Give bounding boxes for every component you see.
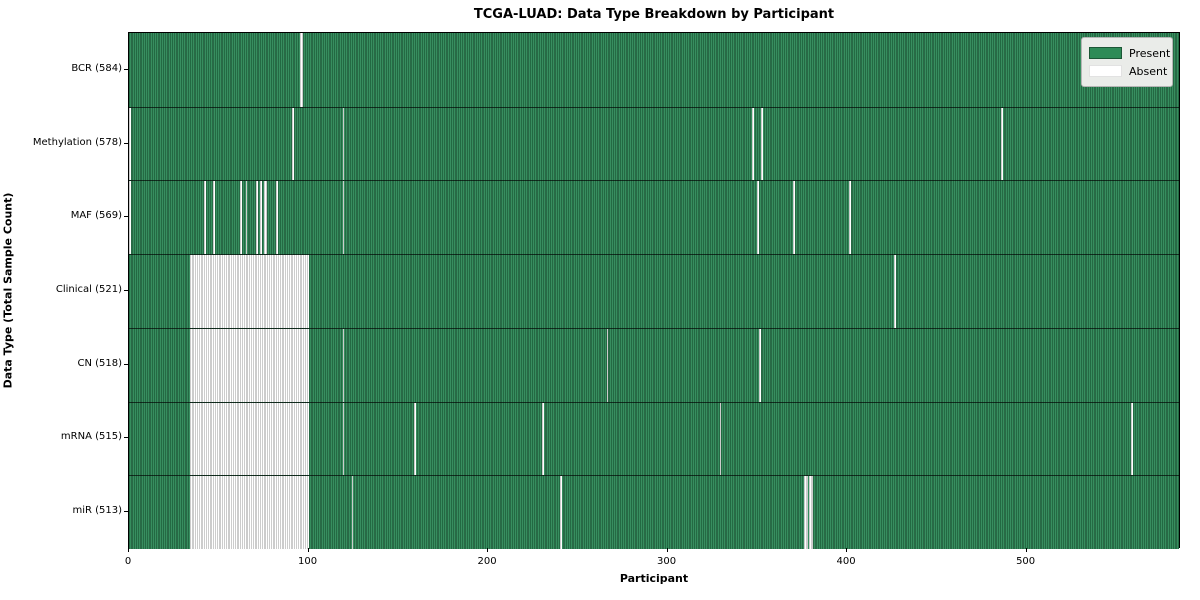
absent-swatch-icon bbox=[1089, 65, 1122, 77]
data-row-cn bbox=[129, 327, 1179, 402]
x-tick-label: 0 bbox=[124, 556, 132, 567]
absent-stripe bbox=[190, 402, 309, 476]
x-tick-mark bbox=[307, 548, 309, 552]
y-tick-label: BCR (584) bbox=[71, 62, 122, 74]
absent-stripe bbox=[245, 181, 248, 255]
absent-stripe bbox=[190, 476, 309, 549]
absent-stripe bbox=[292, 107, 295, 181]
x-tick-mark bbox=[666, 548, 668, 552]
absent-stripe bbox=[760, 107, 763, 181]
legend-entry-present: Present bbox=[1089, 44, 1170, 62]
y-tick-label: CN (518) bbox=[77, 357, 122, 369]
data-row-clinical bbox=[129, 254, 1179, 328]
absent-stripe bbox=[190, 255, 309, 328]
y-tick-mark bbox=[124, 437, 128, 439]
data-row-methylation bbox=[129, 106, 1179, 181]
x-axis-label: Participant bbox=[619, 572, 689, 585]
absent-stripe bbox=[342, 107, 345, 181]
absent-stripe bbox=[809, 476, 813, 549]
x-tick-mark bbox=[487, 548, 489, 552]
absent-stripe bbox=[213, 181, 216, 255]
absent-stripe bbox=[793, 181, 795, 255]
absent-stripe bbox=[1001, 107, 1004, 181]
legend-absent-label: Absent bbox=[1129, 64, 1168, 78]
absent-stripe bbox=[299, 33, 304, 107]
y-tick-mark bbox=[124, 511, 128, 513]
data-row-mrna bbox=[129, 401, 1179, 476]
x-tick-mark bbox=[128, 548, 129, 552]
legend-present-label: Present bbox=[1129, 46, 1171, 60]
y-tick-mark bbox=[124, 216, 128, 218]
y-tick-label: Methylation (578) bbox=[32, 136, 122, 148]
x-tick-label: 300 bbox=[657, 556, 677, 567]
absent-stripe bbox=[260, 181, 262, 255]
absent-stripe bbox=[1130, 402, 1133, 476]
y-tick-mark bbox=[124, 363, 128, 365]
absent-stripe bbox=[751, 107, 754, 181]
absent-stripe bbox=[541, 402, 544, 476]
absent-stripe bbox=[342, 402, 345, 476]
absent-stripe bbox=[276, 181, 278, 255]
absent-stripe bbox=[129, 181, 131, 255]
data-row-maf bbox=[129, 180, 1179, 255]
y-tick-mark bbox=[124, 68, 128, 70]
legend: Present Absent bbox=[1081, 37, 1173, 87]
chart-title: TCGA-LUAD: Data Type Breakdown by Partic… bbox=[473, 7, 835, 22]
absent-stripe bbox=[342, 328, 345, 402]
absent-stripe bbox=[190, 328, 309, 402]
absent-stripe bbox=[342, 181, 345, 255]
y-tick-label: MAF (569) bbox=[70, 210, 122, 222]
absent-stripe bbox=[414, 402, 417, 476]
absent-stripe bbox=[256, 181, 259, 255]
x-tick-mark bbox=[1025, 548, 1027, 552]
present-swatch-icon bbox=[1089, 47, 1122, 59]
absent-stripe bbox=[351, 476, 354, 549]
x-tick-mark bbox=[846, 548, 848, 552]
absent-stripe bbox=[204, 181, 207, 255]
absent-stripe bbox=[240, 181, 243, 255]
y-tick-label: mRNA (515) bbox=[60, 431, 122, 443]
legend-entry-absent: Absent bbox=[1089, 62, 1168, 80]
absent-stripe bbox=[848, 181, 851, 255]
absent-stripe bbox=[719, 402, 722, 476]
absent-stripe bbox=[804, 476, 808, 549]
y-tick-label: miR (513) bbox=[72, 505, 122, 517]
data-row-mir bbox=[129, 475, 1179, 549]
y-tick-mark bbox=[124, 142, 128, 144]
absent-stripe bbox=[757, 181, 760, 255]
absent-stripe bbox=[129, 107, 131, 181]
x-tick-label: 100 bbox=[297, 556, 318, 567]
data-row-bcr bbox=[129, 33, 1179, 107]
absent-stripe bbox=[759, 328, 761, 402]
absent-stripe bbox=[263, 181, 268, 255]
y-tick-label: Clinical (521) bbox=[55, 284, 122, 295]
x-tick-label: 200 bbox=[477, 556, 497, 567]
y-tick-mark bbox=[124, 290, 128, 291]
plot-area bbox=[128, 32, 1180, 549]
x-tick-label: 500 bbox=[1016, 556, 1036, 567]
absent-stripe bbox=[606, 328, 609, 402]
x-tick-label: 400 bbox=[836, 556, 856, 567]
absent-stripe bbox=[893, 255, 896, 328]
absent-stripe bbox=[559, 476, 562, 549]
